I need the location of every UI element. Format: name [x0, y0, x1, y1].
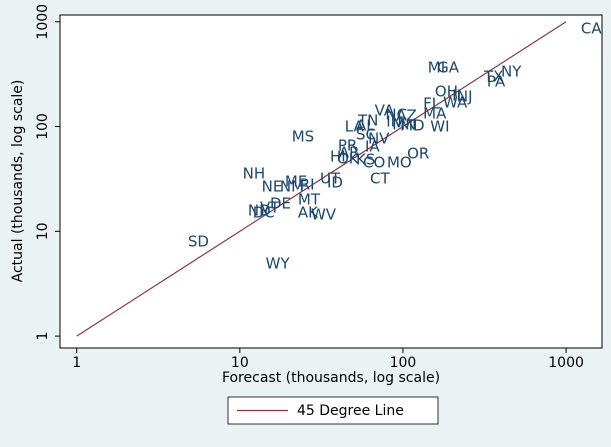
point-label: AK — [298, 203, 319, 221]
point-label: NY — [501, 62, 522, 80]
plot-area — [59, 14, 603, 349]
point-label: SC — [356, 126, 376, 144]
point-label: ND — [248, 202, 271, 220]
legend-label: 45 Degree Line — [297, 403, 404, 419]
point-label: MD — [400, 117, 425, 135]
point-label: NM — [280, 177, 304, 195]
point-label: VA — [375, 101, 395, 119]
point-label: UT — [320, 169, 341, 187]
point-label: AR — [339, 143, 360, 161]
x-tick-label: 1000 — [548, 355, 584, 371]
point-label: NE — [262, 177, 283, 195]
point-label: AL — [356, 117, 375, 135]
point-label: HI — [330, 147, 346, 165]
point-label: MO — [387, 153, 412, 171]
point-label: WA — [443, 93, 468, 111]
point-label: IA — [365, 137, 380, 155]
point-label: NJ — [457, 87, 473, 105]
point-label: OR — [407, 144, 429, 162]
point-label: GA — [437, 58, 460, 76]
point-label: MA — [423, 104, 447, 122]
point-label: PA — [487, 72, 506, 90]
x-tick-label: 10 — [231, 355, 249, 371]
point-label: CO — [363, 153, 385, 171]
point-label: LA — [345, 117, 365, 135]
point-label: MI — [428, 58, 445, 76]
point-label: CA — [581, 19, 602, 37]
point-label: IL — [452, 86, 465, 104]
x-tick-label: 100 — [390, 355, 417, 371]
point-label: TN — [357, 111, 378, 129]
point-label: SD — [188, 233, 209, 251]
y-tick-label: 10 — [35, 222, 51, 240]
point-label: IN — [386, 112, 402, 130]
point-label: OK — [337, 150, 360, 168]
point-label: VT — [260, 198, 280, 216]
point-label: NC — [385, 105, 407, 123]
point-label: MS — [292, 127, 314, 145]
x-tick-label: 1 — [72, 355, 81, 371]
point-label: DC — [253, 203, 275, 221]
point-label: ID — [327, 174, 343, 192]
point-label: NV — [368, 130, 390, 148]
point-label: AZ — [396, 107, 417, 125]
y-axis-title: Actual (thousands, log scale) — [10, 80, 26, 283]
point-label: KS — [356, 150, 375, 168]
point-label: MN — [392, 115, 416, 133]
point-label: RI — [300, 175, 315, 193]
point-label: WI — [430, 117, 449, 135]
point-label: TX — [483, 67, 503, 85]
point-label: NH — [243, 164, 266, 182]
point-label: ME — [285, 172, 307, 190]
point-label: OH — [435, 82, 458, 100]
point-label: CT — [370, 169, 390, 187]
point-label: PR — [338, 136, 357, 154]
x-axis-title: Forecast (thousands, log scale) — [222, 370, 440, 386]
point-label: WY — [266, 255, 291, 273]
point-label: FL — [423, 95, 441, 113]
point-label: MT — [298, 191, 321, 209]
reference-line — [76, 21, 567, 337]
y-tick-label: 1000 — [35, 4, 51, 40]
y-tick-label: 1 — [35, 332, 51, 341]
point-label: DE — [270, 195, 291, 213]
point-label: WV — [311, 206, 337, 224]
y-tick-label: 100 — [35, 113, 51, 140]
